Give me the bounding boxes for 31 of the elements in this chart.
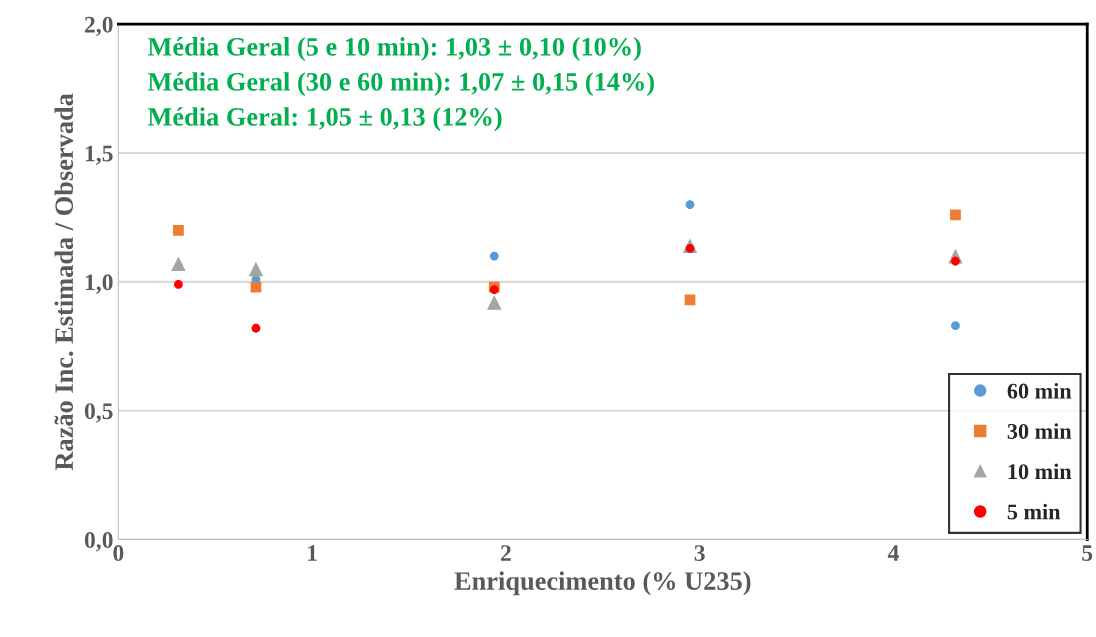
point xyxy=(174,280,183,289)
point xyxy=(248,261,264,277)
x-tick-label: 0 xyxy=(113,545,124,562)
legend-label: 5 min xyxy=(1007,503,1061,520)
x-tick-label: 5 xyxy=(1082,545,1093,562)
point xyxy=(685,200,695,209)
x-tick-label: 1 xyxy=(308,545,317,561)
annotation: Média Geral (5 e 10 min): 1,03 ± 0,10 (10%) xyxy=(147,37,641,62)
point xyxy=(489,251,499,261)
y-tick-label: 2,0 xyxy=(84,16,113,37)
y-axis-title: Razão Inc. Estimada / Observada xyxy=(54,93,74,471)
x-axis-title: Enriquecimento (% U235) xyxy=(454,571,751,596)
point xyxy=(487,295,502,310)
y-tick-label: 0,0 xyxy=(84,532,113,552)
point xyxy=(489,285,499,294)
x-tick-label: 4 xyxy=(887,545,899,561)
x-tick-label: 3 xyxy=(694,545,705,562)
point xyxy=(950,209,961,221)
annotation: Média Geral (30 e 60 min): 1,07 ± 0,15 (14%) xyxy=(147,72,654,97)
y-tick-label: 1,0 xyxy=(85,274,113,294)
point xyxy=(173,224,184,236)
legend-label: 60 min xyxy=(1007,382,1072,399)
point xyxy=(171,256,186,272)
legend-label: 30 min xyxy=(1007,423,1072,439)
point xyxy=(251,323,261,333)
point xyxy=(951,321,960,331)
y-tick-label: 0,5 xyxy=(84,403,113,423)
x-tick-label: 2 xyxy=(501,545,511,561)
annotation: Média Geral: 1,05 ± 0,13 (12%) xyxy=(147,107,502,132)
y-tick-label: 1,5 xyxy=(85,145,113,165)
legend-label: 10 min xyxy=(1008,463,1072,480)
